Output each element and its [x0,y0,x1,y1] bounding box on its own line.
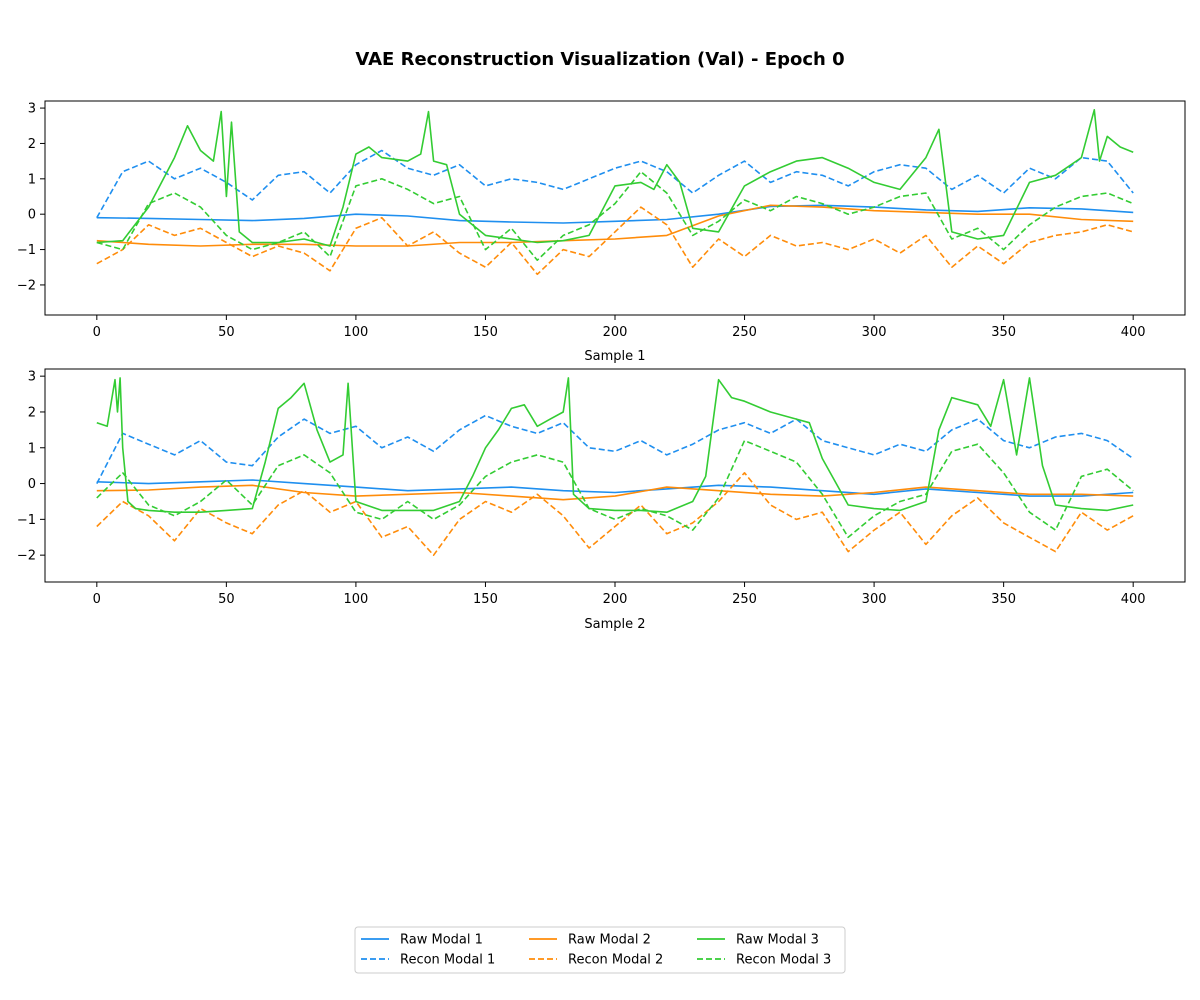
subplot-sample-1: 0 50 100 150 200 250 300 350 400 −2 −1 0 1 2 3 Sample 1 [17,100,1186,364]
x-tick-label: 50 [218,325,235,340]
series-line-raw-modal-2 [96,204,1134,247]
y-tick-label: −2 [17,549,36,564]
figure-title: VAE Reconstruction Visualization (Val) -… [355,49,844,70]
legend-label: Recon Modal 1 [400,953,495,968]
plot-area [96,109,1134,276]
x-tick-label: 200 [603,592,628,607]
series-line-recon-modal-1 [96,149,1134,219]
series-line-raw-modal-3 [96,109,1134,247]
series-line-recon-modal-3 [96,439,1134,539]
x-tick-label: 50 [218,592,235,607]
y-tick-label: 2 [28,405,36,420]
series-line-raw-modal-1 [96,204,1134,224]
x-tick-label: 250 [732,592,757,607]
series-line-raw-modal-3 [96,377,1134,514]
plot-area [96,377,1134,557]
x-tick-label: 0 [93,592,101,607]
x-tick-label: 150 [473,592,498,607]
x-tick-label: 0 [93,325,101,340]
y-tick-label: 1 [28,441,36,456]
legend-label: Raw Modal 3 [736,933,819,948]
x-tick-label: 100 [343,325,368,340]
y-tick-label: 1 [28,172,36,187]
x-axis-label: Sample 2 [584,617,645,632]
x-tick-label: 350 [991,592,1016,607]
x-tick-label: 350 [991,325,1016,340]
legend-label: Recon Modal 3 [736,953,831,968]
x-tick-label: 150 [473,325,498,340]
legend: Raw Modal 1 Recon Modal 1 Raw Modal 2 Recon… [354,926,846,974]
x-tick-label: 100 [343,592,368,607]
series-line-raw-modal-1 [96,479,1134,497]
y-tick-label: 0 [28,477,36,492]
legend-label: Raw Modal 2 [568,933,651,948]
subplot-sample-2: 0 50 100 150 200 250 300 350 400 −2 −1 0 1 2 3 Sample 2 [17,368,1186,632]
legend-label: Recon Modal 2 [568,953,663,968]
x-tick-label: 400 [1121,325,1146,340]
x-axis-label: Sample 1 [584,349,645,364]
y-tick-label: −2 [17,278,36,293]
y-tick-label: −1 [17,513,36,528]
x-tick-label: 300 [862,592,887,607]
series-line-recon-modal-3 [96,170,1134,262]
y-tick-label: −1 [17,243,36,258]
x-tick-label: 400 [1121,592,1146,607]
y-tick-label: 3 [28,370,36,385]
series-line-recon-modal-2 [96,206,1134,276]
y-tick-label: 0 [28,208,36,223]
x-tick-label: 200 [603,325,628,340]
x-tick-label: 250 [732,325,757,340]
y-tick-label: 2 [28,137,36,152]
x-tick-label: 300 [862,325,887,340]
series-line-recon-modal-2 [96,471,1134,557]
series-line-raw-modal-2 [96,484,1134,501]
y-tick-label: 3 [28,102,36,117]
legend-label: Raw Modal 1 [400,933,483,948]
